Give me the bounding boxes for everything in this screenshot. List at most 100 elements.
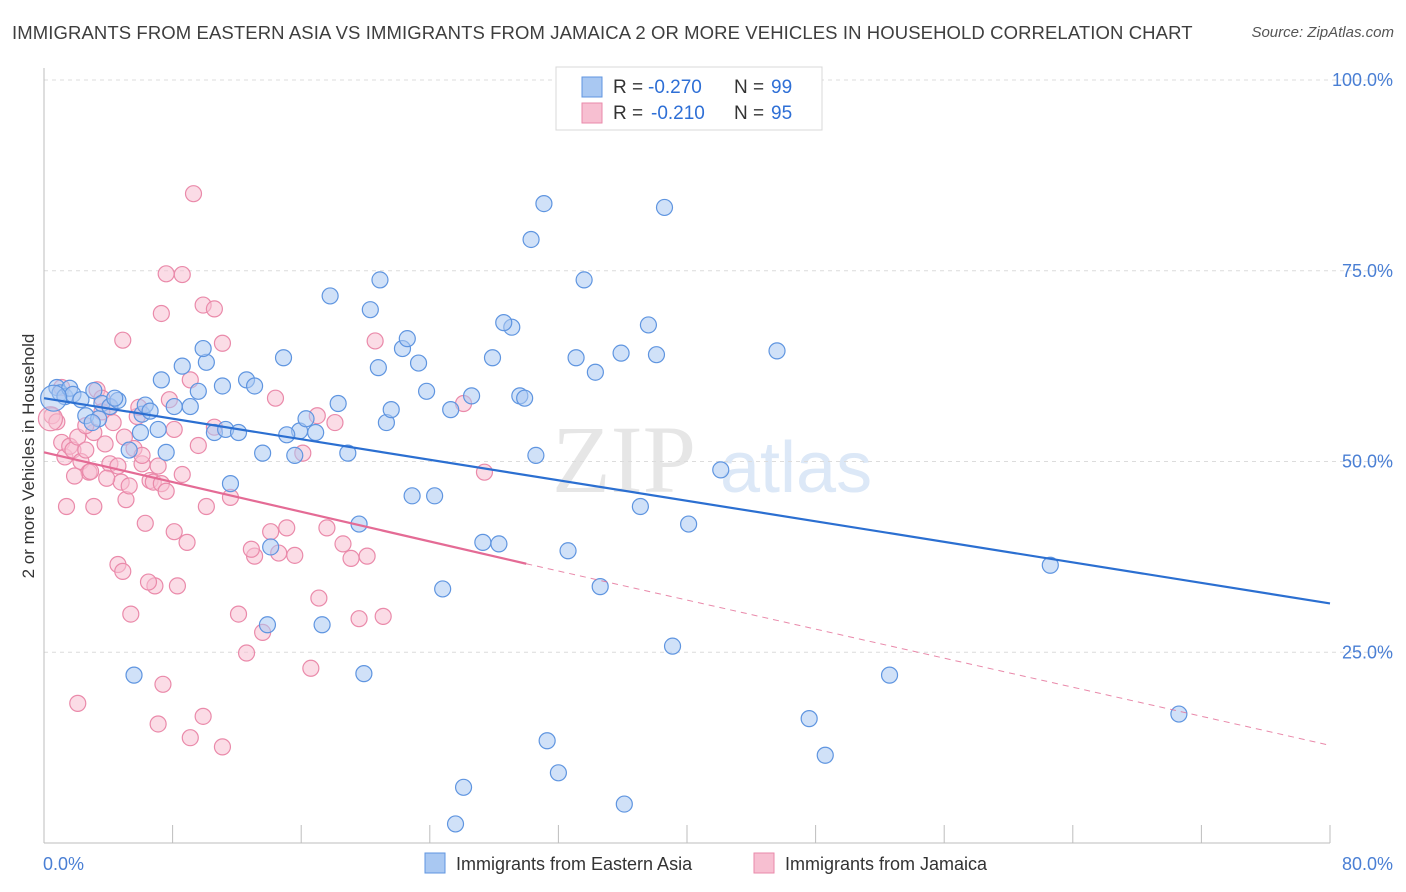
x-tick-label-min: 0.0% (43, 854, 84, 874)
data-point-eastern-asia (120, 441, 138, 459)
data-point-jamaica (342, 549, 360, 568)
data-point-jamaica (194, 707, 212, 725)
trend-lines (43, 397, 1331, 746)
data-point-eastern-asia (213, 377, 232, 395)
trend-line-jamaica-extrapolated (526, 563, 1331, 746)
data-point-jamaica (136, 514, 154, 532)
data-point-jamaica (189, 436, 207, 455)
data-point-eastern-asia (229, 423, 248, 442)
data-point-eastern-asia (382, 401, 400, 419)
data-point-eastern-asia (149, 420, 167, 439)
data-point-eastern-asia (483, 349, 502, 367)
data-point-eastern-asia (615, 795, 633, 813)
data-point-jamaica (98, 469, 116, 487)
legend-n-label: N = (734, 103, 764, 124)
data-point-jamaica (120, 477, 138, 495)
data-point-eastern-asia (181, 397, 199, 416)
data-point-eastern-asia (245, 377, 264, 395)
data-point-jamaica (302, 659, 320, 677)
legend-r-label: R = (613, 77, 643, 98)
gridlines (44, 79, 1393, 653)
data-point-eastern-asia (575, 271, 593, 289)
data-point-eastern-asia (426, 487, 444, 505)
data-point-eastern-asia (434, 580, 452, 598)
data-point-eastern-asia (712, 461, 730, 479)
y-tick-label: 75.0% (1342, 261, 1393, 281)
data-point-eastern-asia (800, 710, 818, 728)
data-point-jamaica (149, 715, 167, 733)
data-point-jamaica (229, 605, 248, 623)
data-point-jamaica (237, 644, 256, 662)
data-point-eastern-asia (278, 426, 296, 444)
data-point-eastern-asia (1170, 705, 1188, 723)
data-point-eastern-asia (258, 616, 277, 634)
data-point-eastern-asia (371, 271, 389, 289)
data-point-eastern-asia (165, 397, 183, 416)
data-point-eastern-asia (131, 423, 150, 442)
y-tick-labels: 25.0% 50.0% 75.0% 100.0% (1332, 70, 1393, 662)
data-point-eastern-asia (446, 815, 465, 833)
y-tick-label: 50.0% (1342, 452, 1393, 472)
data-point-jamaica (286, 546, 304, 564)
y-axis-title: 2 or more Vehicles in Household (19, 334, 38, 579)
data-point-jamaica (122, 605, 140, 623)
data-point-eastern-asia (40, 384, 68, 412)
data-point-jamaica (213, 738, 232, 756)
bottom-legend-swatch-jamaica (753, 852, 775, 874)
data-point-jamaica (69, 694, 87, 712)
data-point-eastern-asia (152, 371, 170, 389)
data-point-jamaica (197, 497, 215, 516)
watermark: ZIP atlas (552, 406, 872, 513)
data-point-jamaica (77, 441, 95, 459)
data-point-jamaica (318, 519, 336, 537)
data-point-eastern-asia (647, 346, 666, 364)
data-point-eastern-asia (262, 538, 280, 556)
data-point-jamaica (139, 573, 158, 591)
data-point-eastern-asia (549, 764, 568, 782)
data-point-eastern-asia (516, 389, 534, 407)
legend-n-value: 95 (771, 103, 792, 124)
data-point-eastern-asia (106, 389, 124, 407)
legend-r-label: R = (613, 103, 643, 124)
chart-title: IMMIGRANTS FROM EASTERN ASIA VS IMMIGRAN… (12, 22, 1193, 43)
data-point-jamaica (242, 540, 260, 558)
data-point-jamaica (205, 300, 223, 318)
x-tick-label-max: 80.0% (1342, 854, 1393, 874)
data-point-eastern-asia (194, 339, 212, 358)
bottom-legend-label-jamaica: Immigrants from Jamaica (785, 854, 988, 874)
data-point-jamaica (165, 523, 183, 541)
legend-r-value: -0.270 (648, 77, 702, 98)
data-point-eastern-asia (313, 616, 331, 634)
data-point-eastern-asia (409, 354, 428, 372)
data-point-jamaica (184, 185, 203, 203)
data-point-jamaica (96, 435, 114, 453)
bottom-legend-label-eastern-asia: Immigrants from Eastern Asia (456, 854, 693, 874)
data-point-eastern-asia (490, 535, 508, 553)
data-point-jamaica (278, 519, 296, 537)
data-point-eastern-asia (663, 637, 682, 655)
data-point-eastern-asia (221, 475, 240, 493)
data-point-eastern-asia (125, 666, 143, 684)
data-point-eastern-asia (329, 394, 347, 413)
data-point-jamaica (213, 334, 232, 352)
data-point-jamaica (173, 265, 191, 284)
data-point-eastern-asia (403, 487, 421, 505)
data-point-eastern-asia (567, 349, 585, 367)
data-point-eastern-asia (369, 359, 387, 377)
data-point-eastern-asia (297, 410, 315, 428)
data-point-eastern-asia (631, 497, 649, 516)
y-tick-label: 25.0% (1342, 642, 1393, 662)
data-point-jamaica (366, 332, 384, 350)
data-point-jamaica (65, 467, 84, 485)
legend-r-value: -0.210 (651, 103, 705, 124)
data-point-eastern-asia (398, 330, 416, 348)
data-point-eastern-asia (417, 382, 436, 400)
data-point-eastern-asia (189, 382, 207, 400)
y-tick-label: 100.0% (1332, 70, 1393, 90)
source-label: Source: ZipAtlas.com (1251, 24, 1394, 41)
data-point-eastern-asia (880, 666, 899, 684)
data-point-jamaica (326, 413, 344, 432)
data-point-jamaica (152, 304, 170, 323)
data-point-eastern-asia (495, 314, 513, 332)
data-point-eastern-asia (286, 446, 304, 464)
